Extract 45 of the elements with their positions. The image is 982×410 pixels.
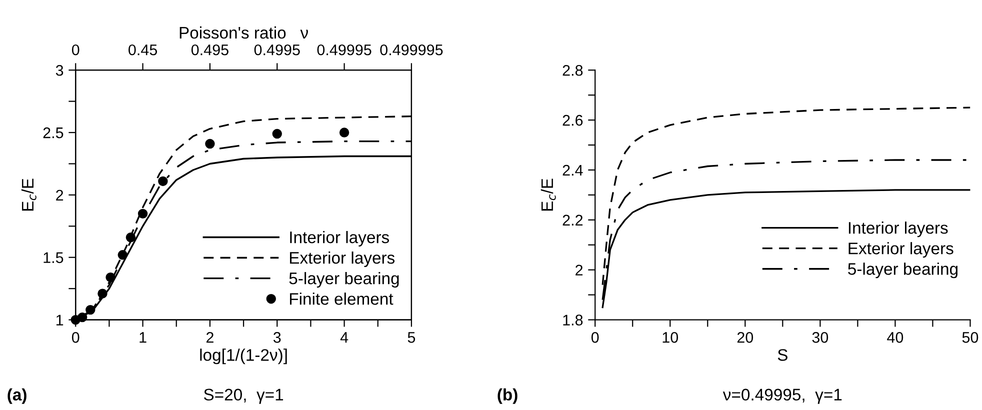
y-tick-label: 2 — [56, 190, 64, 200]
x-tick-label: 40 — [887, 332, 904, 343]
y-tick-label: 2.5 — [43, 127, 64, 138]
text: (a) — [8, 388, 26, 404]
x-tick-label: 1 — [140, 332, 146, 343]
text: 0 — [72, 44, 80, 56]
x-axis-title: S — [778, 349, 788, 361]
y-tick-label: 3 — [56, 64, 64, 76]
y-tick-label: 1.5 — [44, 252, 64, 264]
y-tick-label: 1 — [56, 314, 64, 326]
legend-label: Exterior layers — [290, 252, 395, 268]
text: 0.4995 — [254, 44, 300, 56]
x-tick-label: 20 — [737, 332, 754, 343]
x-tick-label: 0 — [72, 332, 80, 343]
text: S=20, γ=1 — [204, 388, 284, 404]
x-tick-label: 5 — [408, 332, 416, 343]
y-tick-label: 2.4 — [562, 164, 583, 176]
y-tick-label: 2 — [576, 264, 583, 276]
x-axis-title: log[1/(1-2ν)] — [200, 348, 287, 364]
y-tick-label: 2.8 — [562, 64, 583, 76]
y-tick-label: 1.8 — [563, 314, 583, 326]
legend-label: Interior layers — [290, 230, 389, 247]
x-tick-label: 4 — [340, 332, 348, 343]
y-axis-title: E$_{c}$/E — [540, 178, 556, 211]
x-tick-label: 3 — [273, 332, 281, 343]
text: (b) — [498, 388, 518, 404]
y-tick-label: 2.6 — [562, 114, 583, 126]
x-tick-label: 0 — [591, 332, 599, 343]
legend-label: Finite element — [290, 292, 394, 305]
x-tick-label: 2 — [206, 332, 214, 343]
text: 0.45 — [128, 44, 158, 56]
y-tick-label: 2.2 — [562, 214, 583, 226]
x-tick-label: 10 — [662, 332, 678, 343]
legend-label: Exterior layers — [848, 242, 954, 258]
text: 0.499995 — [380, 44, 443, 56]
text: 0.495 — [191, 44, 228, 56]
y-axis-title: E$_{c}$/E — [21, 178, 36, 211]
legend-label: 5-layer bearing — [289, 272, 399, 288]
text: 0.49995 — [317, 44, 372, 56]
legend-label: 5-layer bearing — [848, 262, 958, 278]
x-tick-label: 50 — [962, 332, 978, 343]
legend-label: Interior layers — [848, 222, 948, 238]
x-tick-label: 30 — [812, 332, 828, 343]
text: ν=0.49995, γ=1 — [722, 388, 842, 404]
x2-axis-title: Poisson's ratio ν — [180, 26, 308, 39]
